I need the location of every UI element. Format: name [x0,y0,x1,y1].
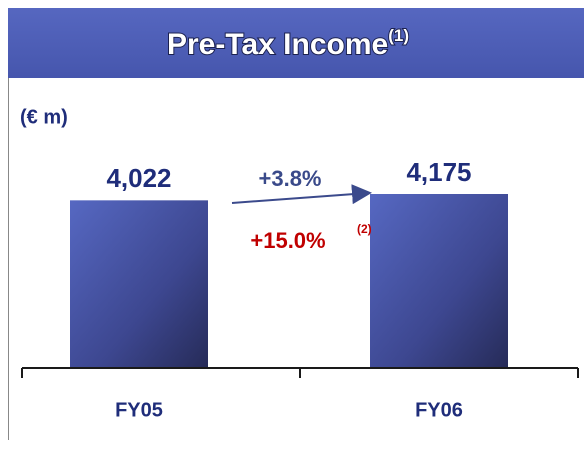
adjusted-note: (2) [357,222,372,236]
chart-title: Pre-Tax Income(1) [167,26,409,60]
title-main: Pre-Tax Income [167,28,388,61]
x-tick-label: FY06 [415,399,463,421]
header-band [8,8,584,78]
value-label: 4,022 [106,163,171,193]
title-note: (1) [388,26,409,45]
x-tick-label: FY05 [115,399,163,421]
growth-arrow [231,184,372,205]
adjusted-growth-label: +15.0% [250,228,325,253]
growth-label: +3.8% [259,166,322,191]
bar [370,194,508,367]
value-label: 4,175 [406,157,471,187]
bar [70,200,208,367]
unit-label: (€ m) [20,106,68,128]
